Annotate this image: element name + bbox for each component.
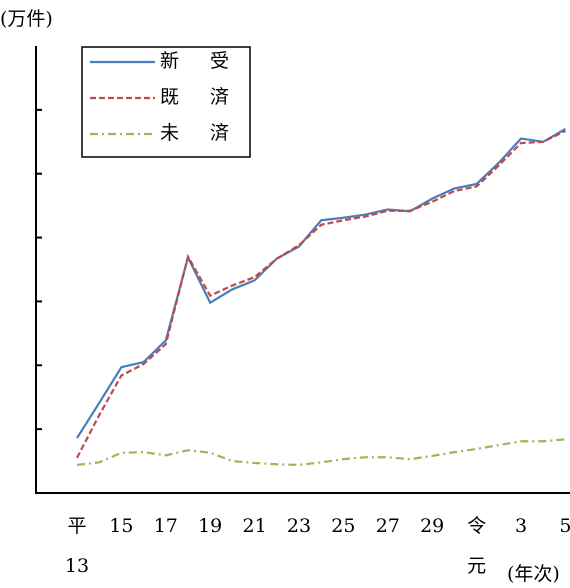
legend-box (81, 46, 251, 158)
x-tick-label: 21 (243, 515, 267, 537)
legend-label: 既 済 (160, 86, 235, 108)
legend-label: 新 受 (160, 50, 235, 72)
x-tick-label: 27 (376, 515, 400, 537)
x-tick-label: 平 13 (65, 515, 89, 577)
x-tick-label: 17 (154, 515, 178, 537)
x-tick-label: 19 (198, 515, 222, 537)
x-tick-label: 25 (331, 515, 355, 537)
x-tick-label: 5 (559, 515, 570, 537)
x-axis-label: (年次) (507, 563, 560, 585)
x-tick-label: 23 (287, 515, 311, 537)
legend: 新 受既 済未 済 (81, 46, 251, 158)
legend-label: 未 済 (160, 122, 235, 144)
x-tick-label: 15 (109, 515, 133, 537)
y-axis-label: (万件) (0, 8, 53, 30)
x-tick-label: 令元 (467, 515, 486, 577)
x-tick-label: 29 (420, 515, 444, 537)
data-line (76, 129, 566, 459)
data-line (76, 438, 566, 467)
data-line (76, 128, 566, 439)
x-tick-label: 3 (515, 515, 527, 537)
